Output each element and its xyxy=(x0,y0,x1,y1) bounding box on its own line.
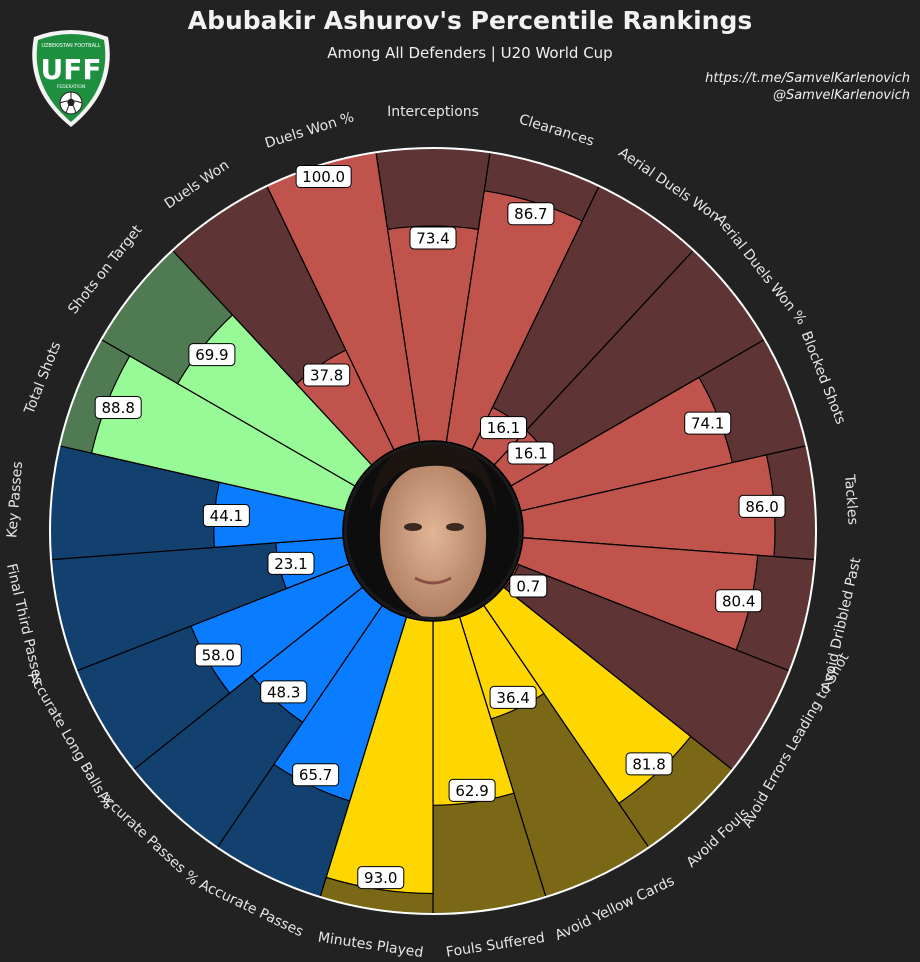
value-label-tackles: 86.0 xyxy=(745,498,778,516)
value-label-duels-won-pct: 100.0 xyxy=(302,168,345,186)
value-box-aerial-duels-won xyxy=(480,416,528,440)
value-label-aerial-duels-won: 16.1 xyxy=(487,419,520,437)
value-box-avoid-fouls xyxy=(625,752,673,776)
value-label-minutes-played: 93.0 xyxy=(364,869,397,887)
axis-label-avoid-fouls: Avoid Fouls xyxy=(684,805,753,870)
value-box-total-shots xyxy=(94,395,142,419)
value-box-duels-won-pct xyxy=(295,164,352,188)
value-box-accurate-passes-pct xyxy=(260,680,308,704)
credit-link[interactable]: https://t.me/SamvelKarlenovich xyxy=(705,71,910,86)
football-icon xyxy=(59,91,83,115)
axis-label-total-shots: Total Shots xyxy=(21,340,64,418)
value-label-total-shots: 88.8 xyxy=(101,399,134,417)
outer-ring xyxy=(49,147,817,915)
value-box-key-passes xyxy=(202,504,250,528)
value-box-duels-won xyxy=(303,363,351,387)
value-box-avoid-dribbled-past xyxy=(715,589,763,613)
axis-label-fouls-suffered: Fouls Suffered xyxy=(445,930,546,961)
value-box-avoid-errors-leading-to-shot xyxy=(509,574,548,598)
value-box-accurate-passes xyxy=(292,763,340,787)
value-label-clearances: 86.7 xyxy=(514,205,547,223)
value-box-tackles xyxy=(738,494,786,518)
uff-logo: UZBEKISTAN FOOTBALL UFF FEDERATION xyxy=(32,30,110,127)
value-box-interceptions xyxy=(409,226,457,250)
chart-title: Abubakir Ashurov's Percentile Rankings xyxy=(187,6,753,35)
value-label-key-passes: 44.1 xyxy=(210,507,243,525)
logo-bottom-text: FEDERATION xyxy=(57,84,85,90)
value-box-shots-on-target xyxy=(188,343,236,367)
value-box-clearances xyxy=(507,202,555,226)
value-box-accurate-long-balls-pct xyxy=(194,643,242,667)
chart-subtitle: Among All Defenders | U20 World Cup xyxy=(327,44,613,62)
value-label-avoid-dribbled-past: 80.4 xyxy=(722,592,755,610)
axis-label-duels-won-pct: Duels Won % xyxy=(263,109,356,151)
value-label-avoid-yellow-cards: 36.4 xyxy=(496,689,529,707)
value-box-fouls-suffered xyxy=(448,778,496,802)
axis-label-tackles: Tackles xyxy=(841,473,861,525)
value-label-shots-on-target: 69.9 xyxy=(195,346,228,364)
value-label-avoid-errors-leading-to-shot: 0.7 xyxy=(516,578,540,596)
value-box-minutes-played xyxy=(357,866,405,890)
logo-top-text: UZBEKISTAN FOOTBALL xyxy=(41,43,100,49)
value-label-fouls-suffered: 62.9 xyxy=(455,782,488,800)
player-photo xyxy=(342,440,524,622)
value-label-accurate-passes: 65.7 xyxy=(299,766,332,784)
axis-label-duels-won: Duels Won xyxy=(162,157,232,212)
value-label-duels-won: 37.8 xyxy=(310,367,343,385)
axis-label-interceptions: Interceptions xyxy=(387,104,479,120)
value-label-blocked-shots: 74.1 xyxy=(691,415,724,433)
axis-label-minutes-played: Minutes Played xyxy=(317,929,424,961)
logo-main-text: UFF xyxy=(41,53,102,86)
value-box-blocked-shots xyxy=(684,411,732,435)
value-box-final-third-passes xyxy=(267,551,315,575)
value-label-interceptions: 73.4 xyxy=(416,229,449,247)
value-label-avoid-fouls: 81.8 xyxy=(632,755,665,773)
axis-label-blocked-shots: Blocked Shots xyxy=(798,329,849,426)
axis-label-clearances: Clearances xyxy=(517,112,596,150)
axis-label-final-third-passes: Final Third Passes xyxy=(3,562,46,686)
value-label-accurate-long-balls-pct: 58.0 xyxy=(202,646,235,664)
value-label-accurate-passes-pct: 48.3 xyxy=(267,683,300,701)
value-box-aerial-duels-won-pct xyxy=(507,441,555,465)
value-label-aerial-duels-won-pct: 16.1 xyxy=(514,444,547,462)
credit-handle: @SamvelKarlenovich xyxy=(772,88,910,103)
value-label-final-third-passes: 23.1 xyxy=(274,555,307,573)
value-box-avoid-yellow-cards xyxy=(489,685,537,709)
axis-label-key-passes: Key Passes xyxy=(4,461,26,539)
